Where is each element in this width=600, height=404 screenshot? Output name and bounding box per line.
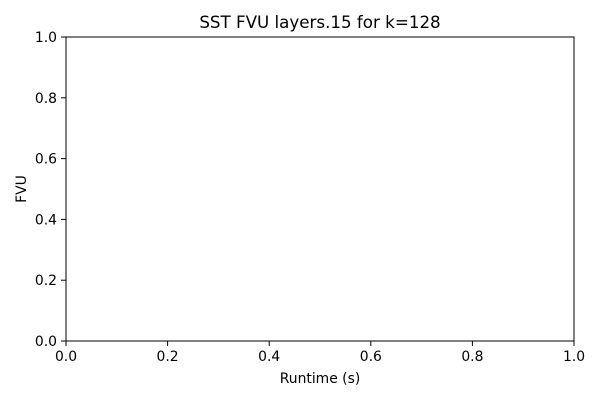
- x-tick-label: 0.6: [360, 349, 382, 365]
- y-axis: 0.0 0.2 0.4 0.6 0.8 1.0: [35, 30, 66, 350]
- x-axis-label: Runtime (s): [280, 371, 361, 387]
- y-tick-label: 0.6: [35, 152, 57, 168]
- x-tick-label: 0.0: [55, 349, 77, 365]
- x-axis: 0.0 0.2 0.4 0.6 0.8 1.0: [55, 341, 585, 365]
- chart-title: SST FVU layers.15 for k=128: [199, 12, 440, 32]
- y-tick-label: 0.2: [35, 273, 57, 289]
- y-axis-label: FVU: [14, 175, 30, 203]
- y-tick-label: 0.4: [35, 212, 57, 228]
- plot-area: [65, 36, 575, 342]
- x-tick-label: 0.2: [157, 349, 179, 365]
- x-tick-label: 0.4: [258, 349, 280, 365]
- y-tick-label: 0.0: [35, 334, 57, 350]
- y-tick-label: 1.0: [35, 30, 57, 46]
- y-tick-label: 0.8: [35, 91, 57, 107]
- x-tick-label: 0.8: [461, 349, 483, 365]
- plot-frame: [65, 36, 575, 342]
- x-tick-label: 1.0: [563, 349, 585, 365]
